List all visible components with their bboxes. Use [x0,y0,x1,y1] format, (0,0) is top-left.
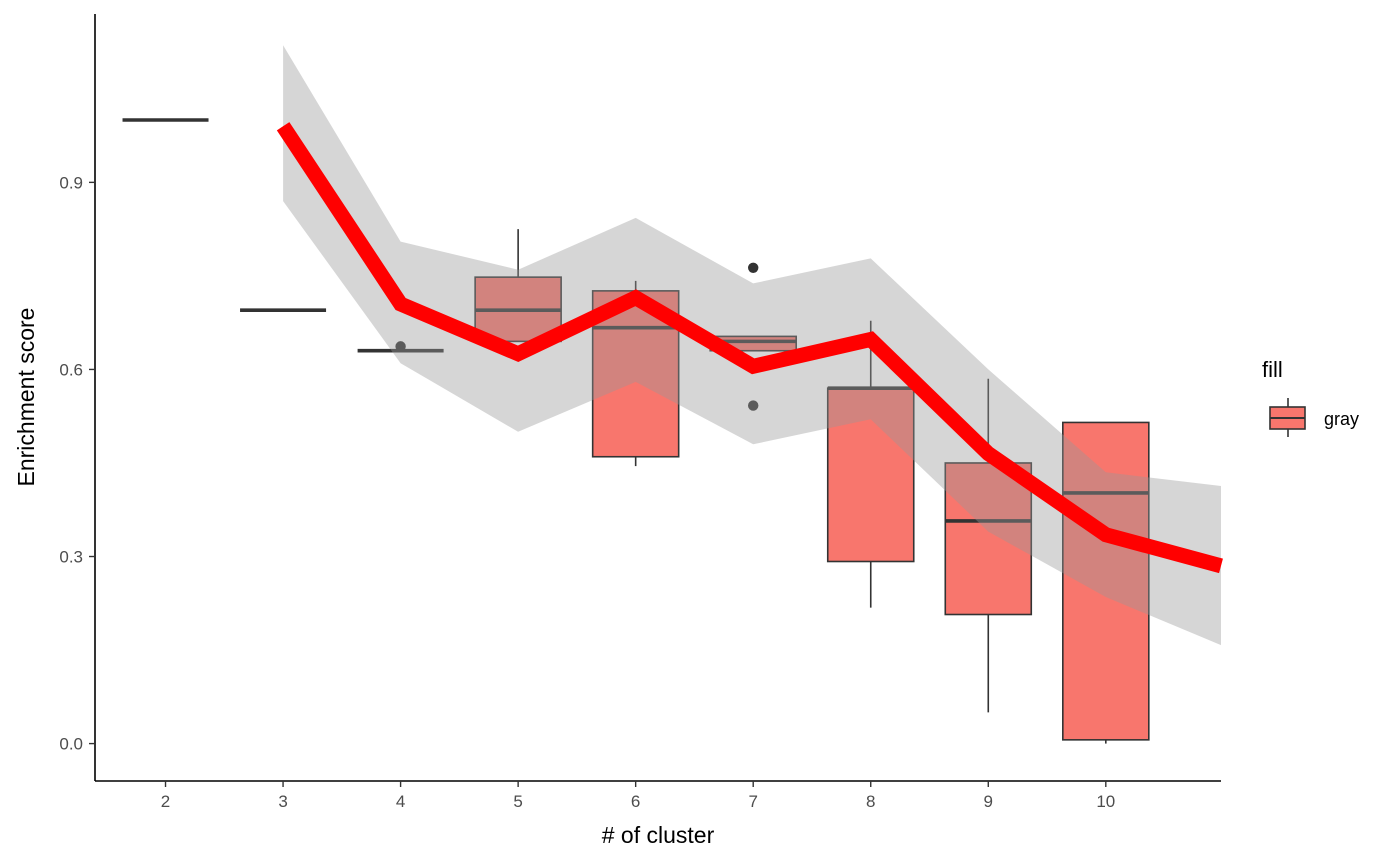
box-outlier-point [748,262,759,273]
x-tick-label: 5 [513,792,522,811]
box-body [944,462,1033,616]
y-axis-title: Enrichment score [13,308,39,487]
box-10 [1062,421,1150,744]
legend: fill gray [1262,357,1359,437]
box-8 [826,320,915,608]
box-4 [357,341,444,353]
legend-key [1269,398,1306,437]
y-tick-label: 0.3 [59,548,83,567]
x-ticks: 2 3 4 5 6 7 8 9 10 [161,781,1115,811]
y-tick-label: 0.6 [59,360,83,379]
box-5 [474,229,562,343]
box-body [826,387,915,563]
trend-line-group [276,122,1223,574]
trend-line [276,122,1223,574]
legend-label: gray [1324,409,1359,429]
x-tick-label: 7 [748,792,757,811]
confidence-ribbon [283,45,1222,646]
y-tick-label: 0.0 [59,735,83,754]
x-tick-label: 6 [631,792,640,811]
x-tick-label: 10 [1096,792,1115,811]
y-tick-label: 0.9 [59,173,83,192]
legend-title: fill [1262,357,1283,382]
boxplots [122,118,1150,744]
x-axis-title: # of cluster [602,822,715,848]
x-tick-label: 8 [866,792,875,811]
x-tick-label: 4 [396,792,405,811]
x-tick-label: 3 [278,792,287,811]
x-tick-label: 9 [984,792,993,811]
box-outlier-point [395,341,406,352]
box-outlier-point [748,400,759,411]
y-ticks: 0.0 0.3 0.6 0.9 [59,173,95,754]
box-body [1062,421,1150,741]
box-9 [944,378,1033,713]
x-tick-label: 2 [161,792,170,811]
confidence-band [283,45,1222,646]
